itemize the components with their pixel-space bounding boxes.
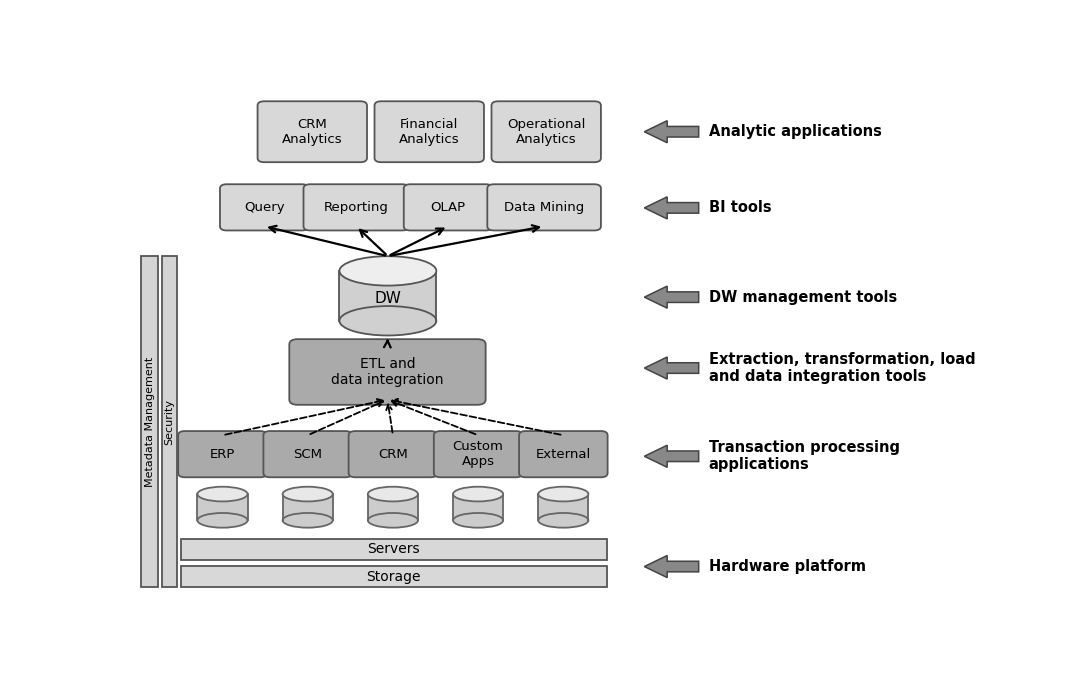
Ellipse shape	[197, 487, 248, 501]
Polygon shape	[645, 197, 699, 219]
Text: Extraction, transformation, load
and data integration tools: Extraction, transformation, load and dat…	[708, 352, 976, 384]
Text: CRM: CRM	[378, 447, 407, 460]
Polygon shape	[645, 121, 699, 143]
Ellipse shape	[538, 487, 589, 501]
Polygon shape	[645, 286, 699, 308]
Text: DW: DW	[374, 291, 401, 306]
Ellipse shape	[368, 487, 418, 501]
FancyBboxPatch shape	[263, 431, 351, 477]
Text: ETL and
data integration: ETL and data integration	[331, 357, 444, 387]
Text: Transaction processing
applications: Transaction processing applications	[708, 440, 900, 473]
FancyBboxPatch shape	[304, 184, 409, 231]
FancyBboxPatch shape	[487, 184, 600, 231]
Ellipse shape	[538, 513, 589, 528]
Ellipse shape	[453, 513, 503, 528]
FancyBboxPatch shape	[258, 101, 367, 162]
Text: SCM: SCM	[293, 447, 322, 460]
Bar	[181, 566, 607, 587]
Text: Analytic applications: Analytic applications	[708, 124, 882, 139]
Polygon shape	[197, 494, 248, 520]
Polygon shape	[340, 271, 437, 321]
Text: Operational
Analytics: Operational Analytics	[507, 118, 585, 146]
Ellipse shape	[197, 513, 248, 528]
Polygon shape	[645, 445, 699, 467]
Text: Financial
Analytics: Financial Analytics	[399, 118, 459, 146]
Text: Data Mining: Data Mining	[505, 201, 584, 214]
Text: BI tools: BI tools	[708, 201, 772, 216]
Text: Query: Query	[244, 201, 285, 214]
Text: External: External	[536, 447, 591, 460]
Polygon shape	[368, 494, 418, 520]
Ellipse shape	[282, 513, 333, 528]
Ellipse shape	[368, 513, 418, 528]
FancyBboxPatch shape	[404, 184, 493, 231]
Ellipse shape	[340, 256, 437, 286]
Text: Reporting: Reporting	[323, 201, 388, 214]
Polygon shape	[645, 357, 699, 379]
Ellipse shape	[340, 306, 437, 336]
Bar	[163, 256, 177, 587]
Text: Metadata Management: Metadata Management	[144, 357, 155, 487]
Polygon shape	[645, 556, 699, 578]
Text: Custom
Apps: Custom Apps	[453, 440, 503, 468]
Polygon shape	[453, 494, 503, 520]
Bar	[181, 539, 607, 560]
Text: CRM
Analytics: CRM Analytics	[282, 118, 343, 146]
Text: Storage: Storage	[367, 569, 421, 584]
Ellipse shape	[282, 487, 333, 501]
Bar	[141, 256, 158, 587]
FancyBboxPatch shape	[433, 431, 523, 477]
FancyBboxPatch shape	[520, 431, 608, 477]
FancyBboxPatch shape	[374, 101, 484, 162]
FancyBboxPatch shape	[289, 339, 485, 405]
Text: Hardware platform: Hardware platform	[708, 559, 866, 574]
Text: ERP: ERP	[210, 447, 235, 460]
Text: DW management tools: DW management tools	[708, 290, 897, 305]
Text: Servers: Servers	[368, 542, 420, 557]
Polygon shape	[538, 494, 589, 520]
Text: OLAP: OLAP	[430, 201, 466, 214]
FancyBboxPatch shape	[492, 101, 600, 162]
FancyBboxPatch shape	[178, 431, 266, 477]
Text: Security: Security	[165, 398, 175, 445]
Polygon shape	[282, 494, 333, 520]
FancyBboxPatch shape	[348, 431, 438, 477]
FancyBboxPatch shape	[220, 184, 308, 231]
Ellipse shape	[453, 487, 503, 501]
